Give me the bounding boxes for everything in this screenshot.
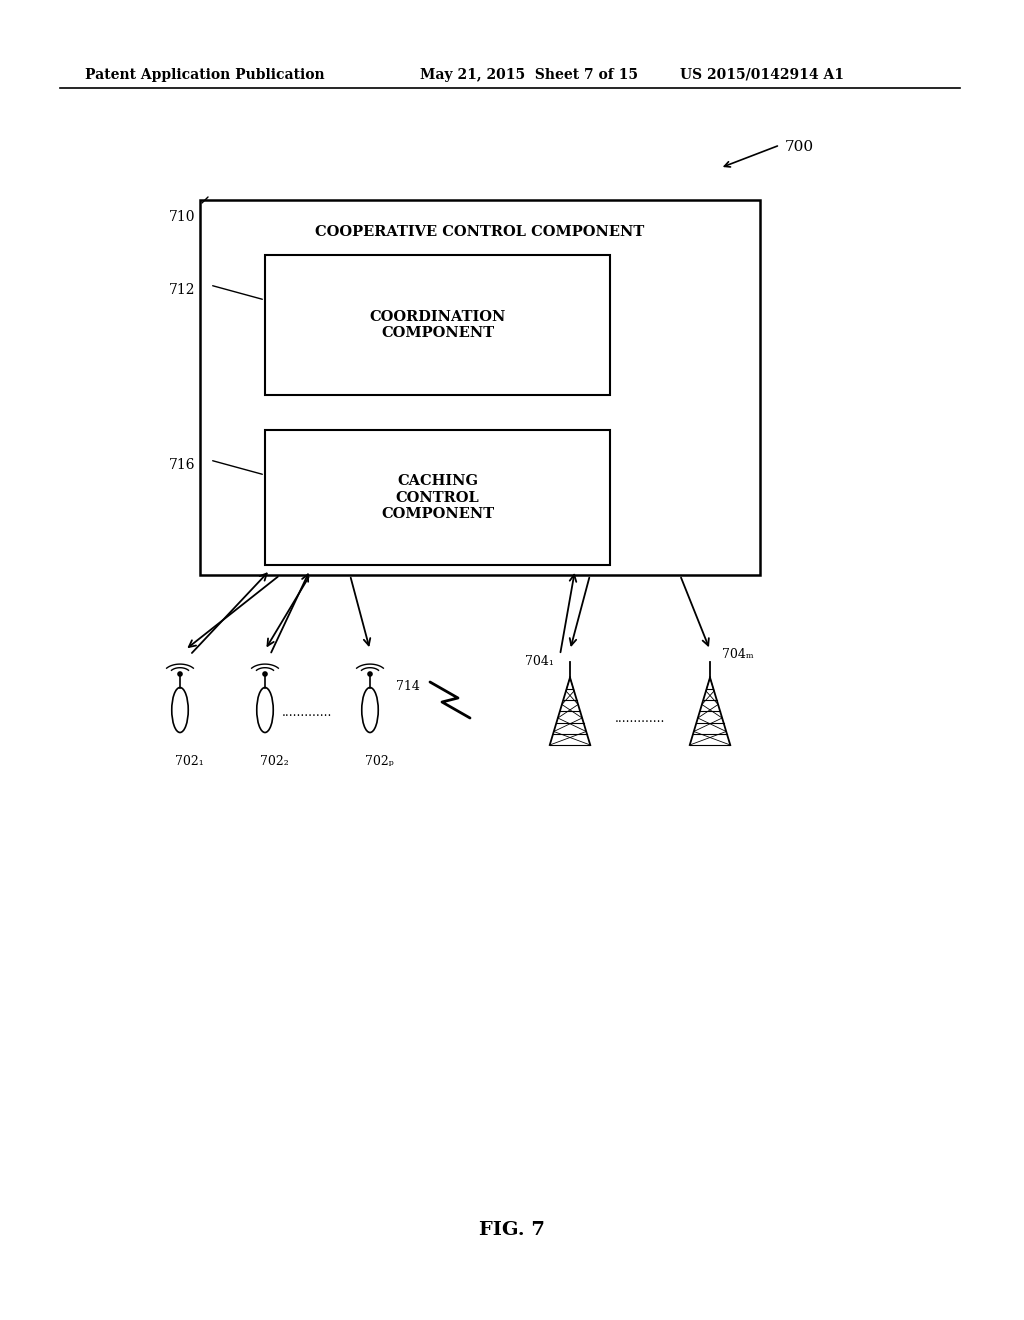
Text: US 2015/0142914 A1: US 2015/0142914 A1: [680, 69, 844, 82]
Text: 712: 712: [169, 282, 195, 297]
Ellipse shape: [361, 688, 378, 733]
Bar: [265, 255, 610, 395]
Text: Patent Application Publication: Patent Application Publication: [85, 69, 325, 82]
Text: 714: 714: [396, 680, 420, 693]
Text: CACHING
CONTROL
COMPONENT: CACHING CONTROL COMPONENT: [381, 474, 494, 520]
Text: May 21, 2015  Sheet 7 of 15: May 21, 2015 Sheet 7 of 15: [420, 69, 638, 82]
Text: 700: 700: [785, 140, 814, 154]
Text: 702ₚ: 702ₚ: [365, 755, 394, 768]
Bar: [265, 430, 610, 565]
Circle shape: [368, 672, 372, 676]
Text: 710: 710: [169, 210, 195, 224]
Text: COORDINATION
COMPONENT: COORDINATION COMPONENT: [370, 310, 506, 341]
Text: 704ₘ: 704ₘ: [722, 648, 754, 661]
Text: 702₁: 702₁: [175, 755, 204, 768]
Text: 716: 716: [169, 458, 195, 473]
Text: COOPERATIVE CONTROL COMPONENT: COOPERATIVE CONTROL COMPONENT: [315, 224, 645, 239]
Text: .............: .............: [283, 705, 333, 718]
Bar: [200, 201, 760, 576]
Ellipse shape: [172, 688, 188, 733]
Circle shape: [263, 672, 267, 676]
Text: FIG. 7: FIG. 7: [479, 1221, 545, 1239]
Circle shape: [178, 672, 182, 676]
Text: 704₁: 704₁: [525, 655, 554, 668]
Text: .............: .............: [614, 711, 666, 725]
Text: 702₂: 702₂: [260, 755, 289, 768]
Ellipse shape: [257, 688, 273, 733]
